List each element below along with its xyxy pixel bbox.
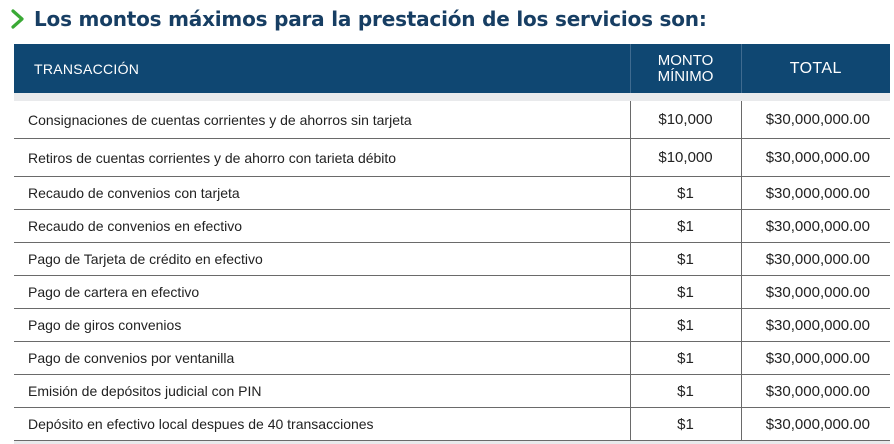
- cell-total: $30,000,000.00: [741, 308, 890, 342]
- cell-transaction: Consignaciones de cuentas corrientes y d…: [14, 101, 631, 139]
- table-row: Retiros de cuentas corrientes y de ahorr…: [14, 138, 890, 177]
- cell-min-amount: $1: [630, 374, 742, 408]
- cell-total: $30,000,000.00: [741, 407, 890, 441]
- chevron-right-icon: [11, 9, 24, 29]
- table-row: Pago de convenios por ventanilla $1 $30,…: [14, 341, 890, 375]
- cell-total: $30,000,000.00: [741, 242, 890, 276]
- amounts-table: TRANSACCIÓN MONTO MÍNIMO TOTAL Consignac…: [14, 44, 890, 441]
- cell-transaction: Recaudo de convenios en efectivo: [14, 209, 631, 243]
- cell-min-amount: $1: [630, 176, 742, 210]
- table-row: Consignaciones de cuentas corrientes y d…: [14, 101, 890, 139]
- table-row: Emisión de depósitos judicial con PIN $1…: [14, 374, 890, 408]
- column-header-min-amount: MONTO MÍNIMO: [630, 44, 742, 93]
- cell-total: $30,000,000.00: [741, 176, 890, 210]
- page-title: Los montos máximos para la prestación de…: [34, 7, 707, 31]
- cell-total: $30,000,000.00: [741, 209, 890, 243]
- amounts-table-container: TRANSACCIÓN MONTO MÍNIMO TOTAL Consignac…: [14, 44, 890, 444]
- cell-transaction: Retiros de cuentas corrientes y de ahorr…: [14, 138, 631, 177]
- cell-transaction: Recaudo de convenios con tarjeta: [14, 176, 631, 210]
- cell-min-amount: $1: [630, 341, 742, 375]
- cell-transaction: Pago de giros convenios: [14, 308, 631, 342]
- table-row: Recaudo de convenios con tarjeta $1 $30,…: [14, 176, 890, 210]
- column-header-min-amount-line2: MÍNIMO: [657, 67, 714, 85]
- cell-min-amount: $1: [630, 275, 742, 309]
- cell-transaction: Pago de convenios por ventanilla: [14, 341, 631, 375]
- cell-min-amount: $10,000: [630, 138, 742, 177]
- cell-total: $30,000,000.00: [741, 275, 890, 309]
- table-row: Depósito en efectivo local despues de 40…: [14, 407, 890, 441]
- section-heading: Los montos máximos para la prestación de…: [8, 4, 707, 34]
- column-header-transaction: TRANSACCIÓN: [14, 44, 631, 93]
- table-header: TRANSACCIÓN MONTO MÍNIMO TOTAL: [14, 44, 890, 93]
- cell-min-amount: $1: [630, 308, 742, 342]
- cell-transaction: Emisión de depósitos judicial con PIN: [14, 374, 631, 408]
- table-row: Pago de Tarjeta de crédito en efectivo $…: [14, 242, 890, 276]
- cell-total: $30,000,000.00: [741, 101, 890, 139]
- cell-total: $30,000,000.00: [741, 341, 890, 375]
- cell-transaction: Depósito en efectivo local despues de 40…: [14, 407, 631, 441]
- table-row: Recaudo de convenios en efectivo $1 $30,…: [14, 209, 890, 243]
- cell-transaction: Pago de Tarjeta de crédito en efectivo: [14, 242, 631, 276]
- table-row: Pago de cartera en efectivo $1 $30,000,0…: [14, 275, 890, 309]
- cell-min-amount: $1: [630, 209, 742, 243]
- cell-min-amount: $1: [630, 242, 742, 276]
- cell-min-amount: $1: [630, 407, 742, 441]
- cell-total: $30,000,000.00: [741, 138, 890, 177]
- table-body: Consignaciones de cuentas corrientes y d…: [14, 93, 890, 441]
- cell-total: $30,000,000.00: [741, 374, 890, 408]
- cell-transaction: Pago de cartera en efectivo: [14, 275, 631, 309]
- column-header-total: TOTAL: [741, 44, 890, 93]
- cell-min-amount: $10,000: [630, 101, 742, 139]
- table-row: Pago de giros convenios $1 $30,000,000.0…: [14, 308, 890, 342]
- column-header-min-amount-line1: MONTO: [657, 51, 714, 69]
